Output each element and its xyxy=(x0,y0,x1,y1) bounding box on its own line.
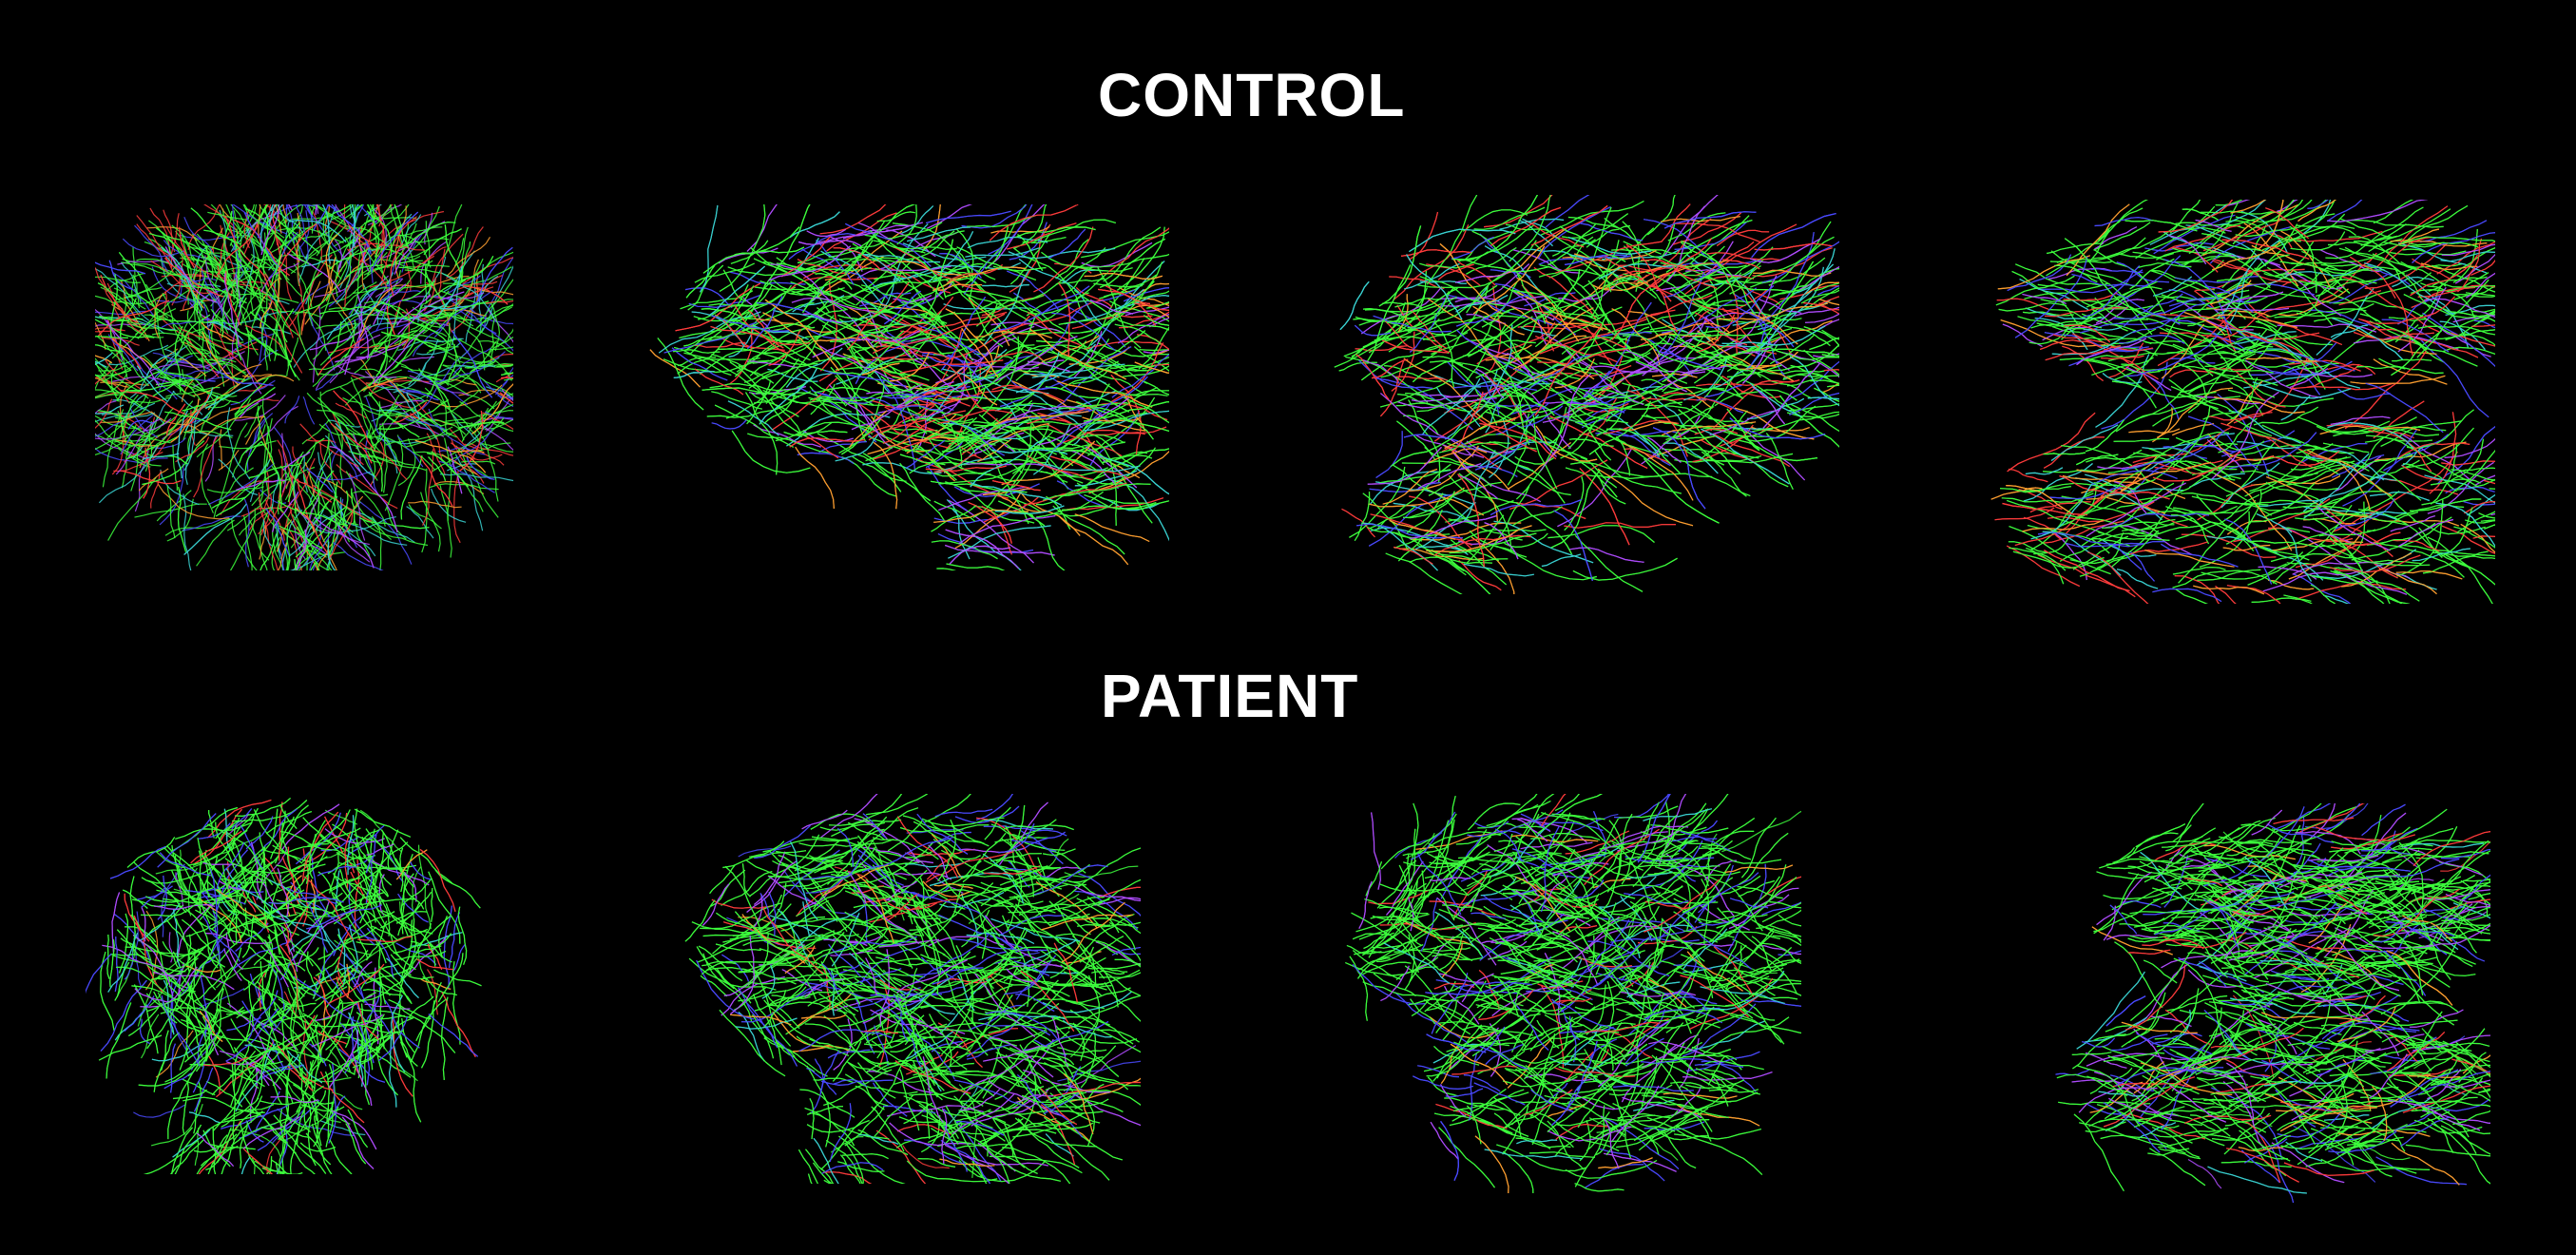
control-axial-tractography xyxy=(1982,200,2495,604)
control-sagittal-right-tractography xyxy=(1298,195,1839,594)
fiber-canvas xyxy=(684,794,1141,1184)
fiber-canvas xyxy=(1345,794,1801,1193)
patient-title: PATIENT xyxy=(1101,662,1359,730)
fiber-canvas xyxy=(86,797,482,1174)
fiber-bundle xyxy=(1345,794,1801,1193)
fiber-canvas xyxy=(95,204,513,570)
fiber-bundle xyxy=(684,794,1141,1184)
patient-sagittal-right-tractography xyxy=(1321,794,1801,1193)
patient-axial-tractography xyxy=(2015,803,2490,1203)
control-sagittal-left-tractography xyxy=(637,204,1169,570)
control-title: CONTROL xyxy=(1098,61,1406,129)
fiber-canvas xyxy=(2055,803,2490,1203)
fiber-canvas xyxy=(1990,200,2495,604)
fiber-bundle xyxy=(649,204,1169,570)
patient-sagittal-left-tractography xyxy=(665,794,1141,1184)
fiber-canvas xyxy=(649,204,1169,570)
fiber-bundle xyxy=(1990,200,2495,604)
fiber-bundle xyxy=(86,797,482,1174)
fiber-canvas xyxy=(1334,195,1839,594)
control-coronal-tractography xyxy=(95,204,513,570)
fiber-bundle xyxy=(1334,195,1839,594)
patient-coronal-tractography xyxy=(86,789,485,1174)
fiber-bundle xyxy=(2055,803,2490,1203)
fiber-bundle xyxy=(95,204,513,570)
